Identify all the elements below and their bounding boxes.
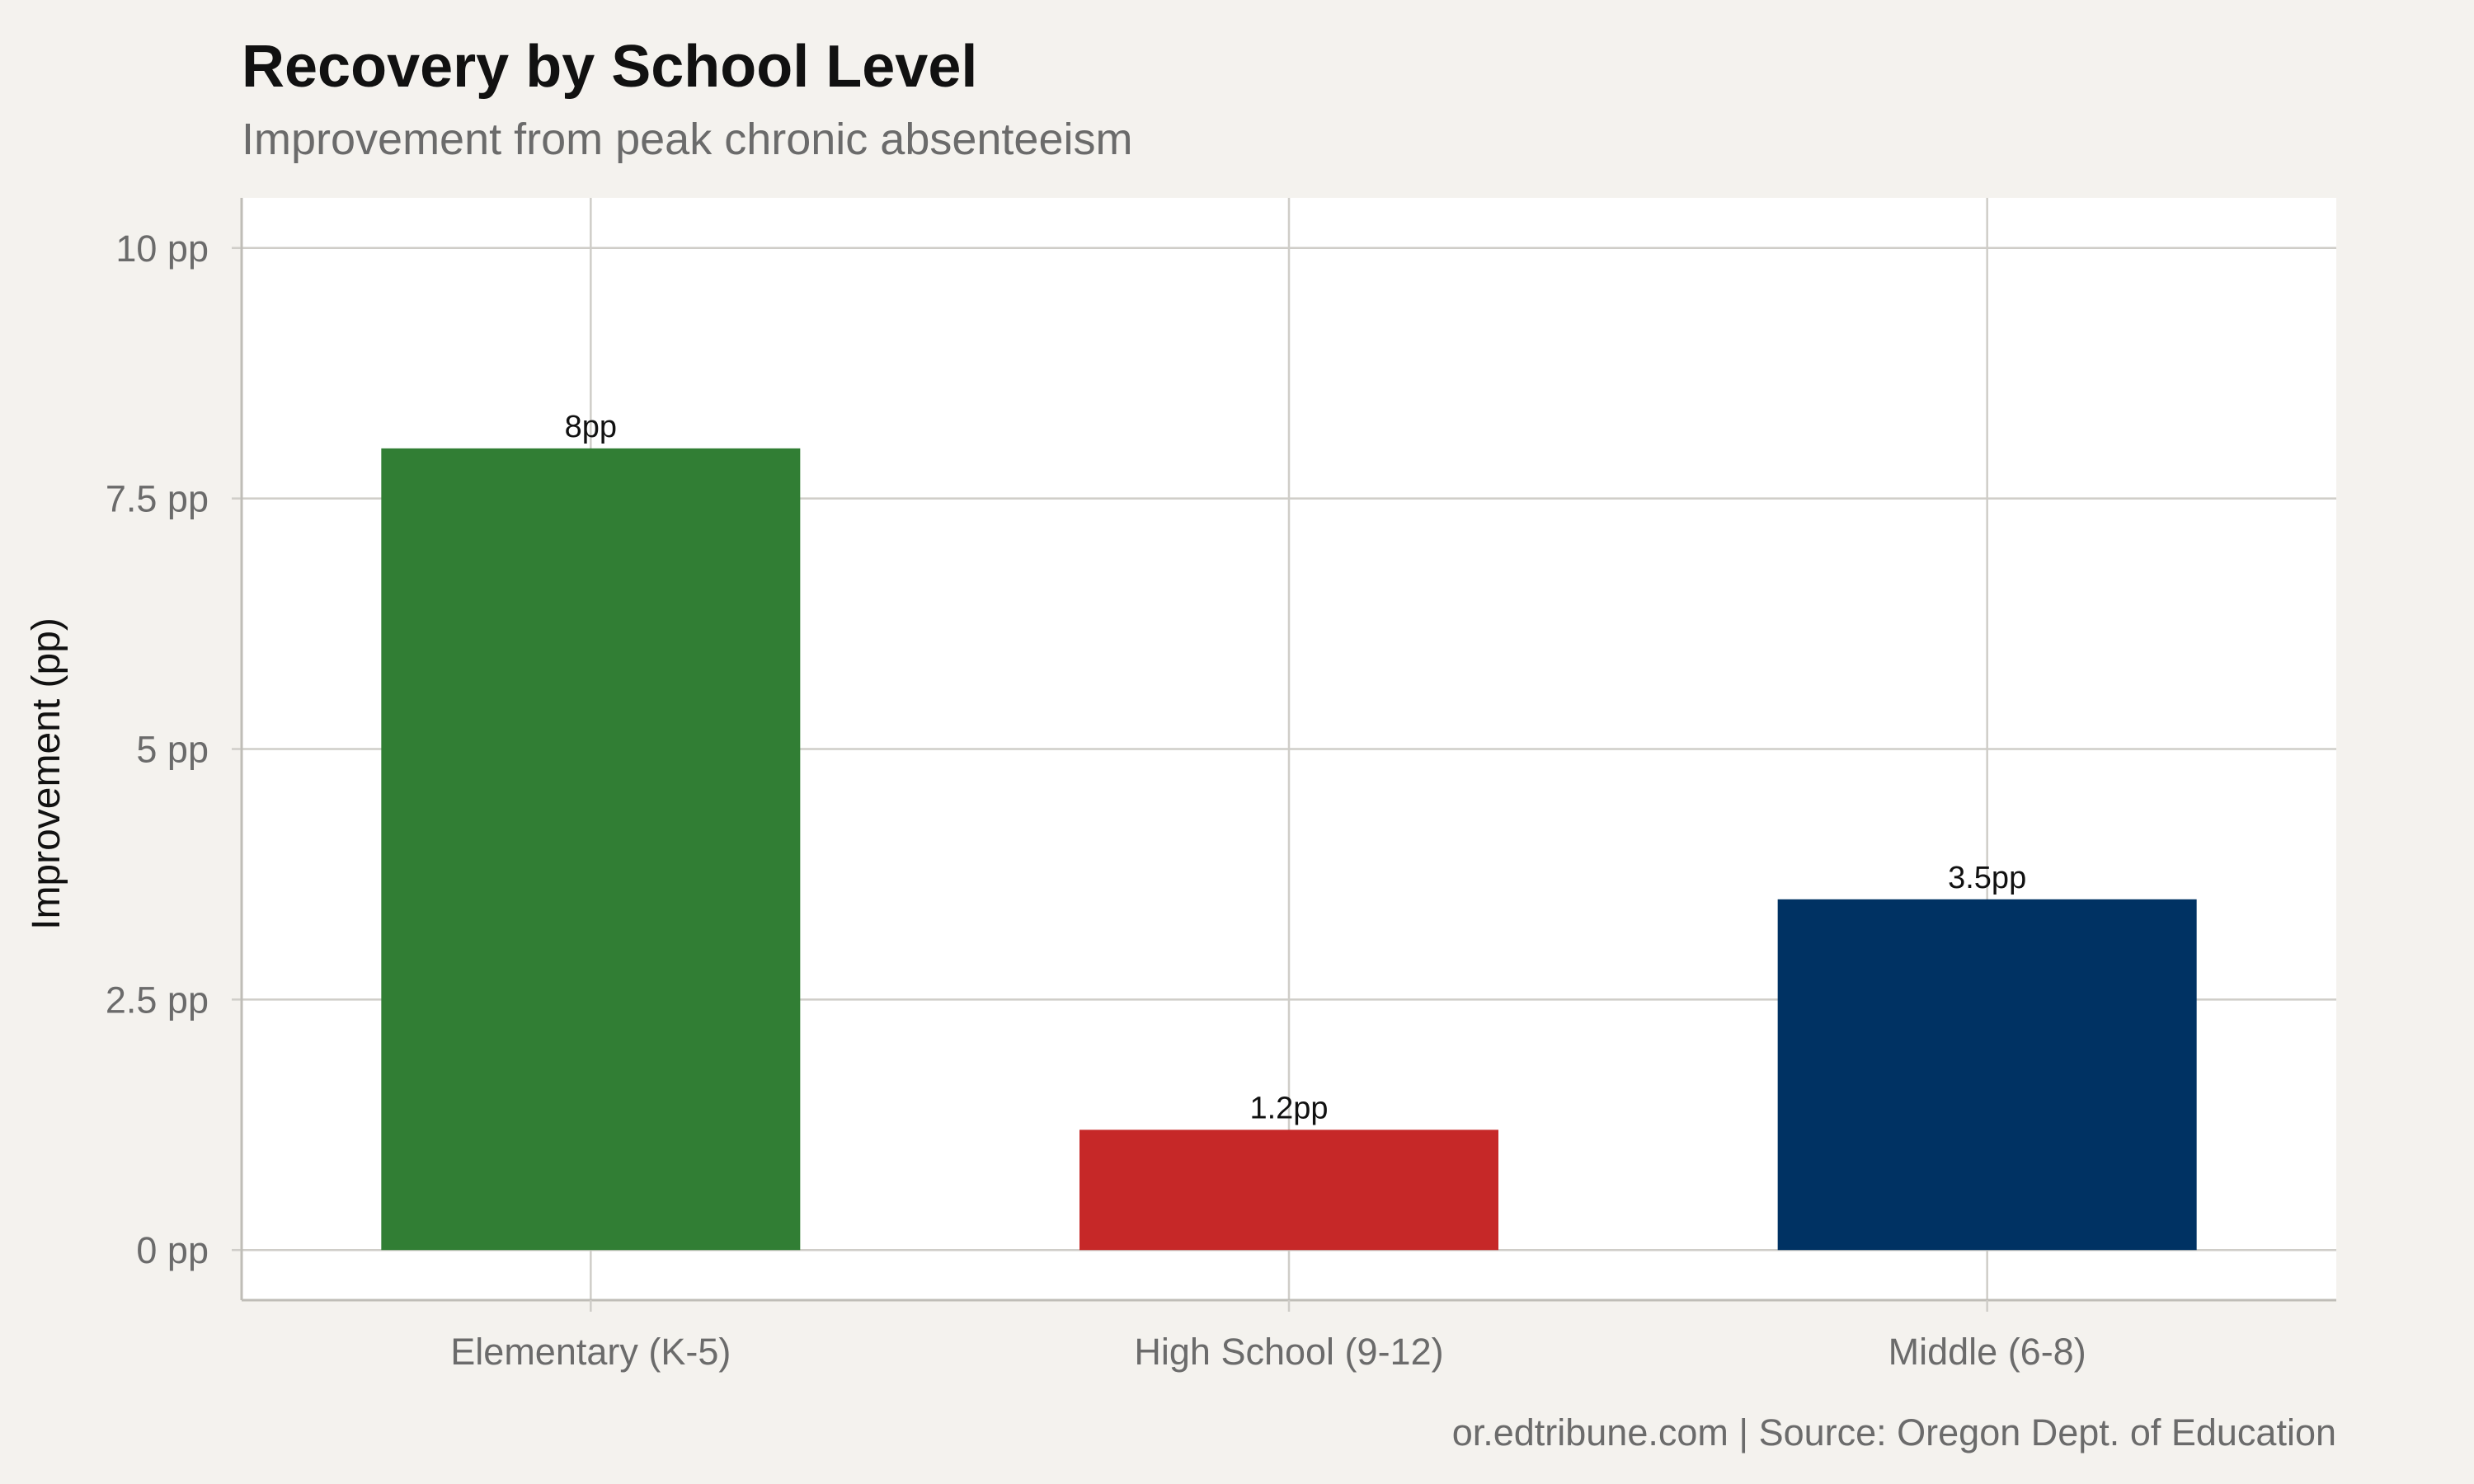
y-tick-label: 5 pp <box>136 729 209 771</box>
data-label: 8pp <box>565 410 617 444</box>
x-tick-label: Elementary (K-5) <box>450 1331 731 1373</box>
chart-subtitle: Improvement from peak chronic absenteeis… <box>242 115 1133 164</box>
chart-title: Recovery by School Level <box>242 34 978 100</box>
y-tick-label: 0 pp <box>136 1229 209 1271</box>
x-tick-label: Middle (6-8) <box>1888 1331 2086 1373</box>
bar <box>1079 1129 1498 1251</box>
bar <box>381 448 801 1251</box>
y-tick-label: 10 pp <box>115 228 209 270</box>
x-tick-label: High School (9-12) <box>1134 1331 1443 1373</box>
chart-caption: or.edtribune.com | Source: Oregon Dept. … <box>1451 1411 2336 1453</box>
bars <box>381 448 2197 1251</box>
data-label: 1.2pp <box>1249 1091 1328 1125</box>
data-labels: 8pp 1.2pp 3.5pp <box>565 410 2027 1126</box>
y-tick-label: 7.5 pp <box>106 478 209 520</box>
y-axis-title: Improvement (pp) <box>25 618 68 930</box>
data-label: 3.5pp <box>1948 861 2026 895</box>
axes: 0 pp 2.5 pp 5 pp 7.5 pp 10 pp Elementary (K-5… <box>106 198 2336 1373</box>
bar <box>1777 899 2197 1251</box>
y-tick-label: 2.5 pp <box>106 979 209 1021</box>
